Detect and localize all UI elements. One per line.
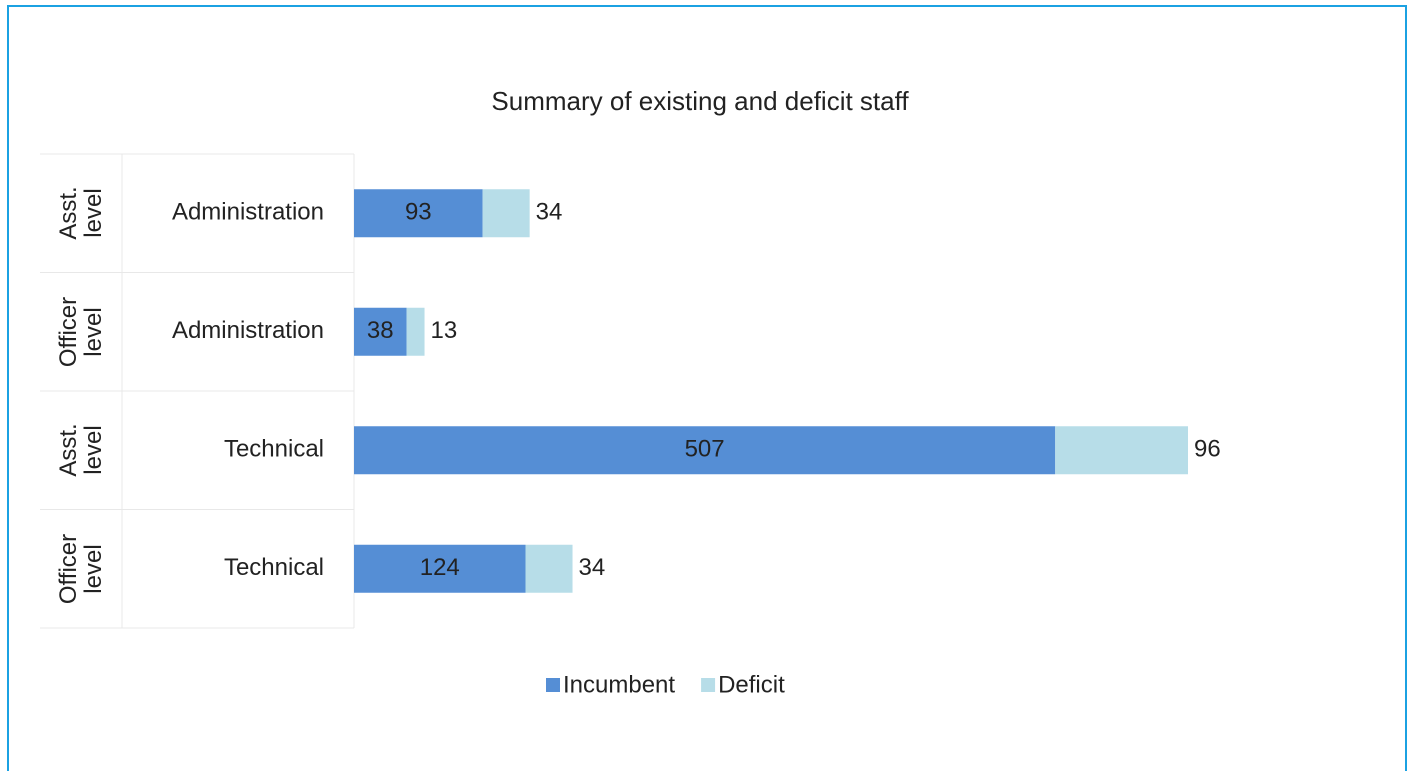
bar-segment bbox=[354, 189, 483, 238]
bar-segment bbox=[482, 189, 530, 238]
legend-swatch bbox=[546, 678, 560, 692]
category-label: Technical bbox=[224, 554, 324, 581]
legend-label: Incumbent bbox=[563, 671, 675, 698]
bar-segment bbox=[525, 544, 573, 593]
data-label: 13 bbox=[431, 317, 458, 344]
chart-frame bbox=[7, 5, 1407, 771]
group-label: Officer level bbox=[55, 533, 107, 604]
data-label: 34 bbox=[536, 199, 563, 226]
data-label: 96 bbox=[1194, 436, 1221, 463]
legend-label: Deficit bbox=[718, 671, 785, 698]
bar-segment bbox=[354, 544, 526, 593]
chart-title: Summary of existing and deficit staff bbox=[491, 86, 909, 116]
data-label: 38 bbox=[367, 317, 394, 344]
data-label: 124 bbox=[420, 554, 460, 581]
legend-swatch bbox=[701, 678, 716, 692]
group-label: Officer level bbox=[55, 296, 107, 367]
bar-segment bbox=[406, 307, 425, 356]
category-label: Technical bbox=[224, 436, 324, 463]
group-label: Asst. level bbox=[55, 423, 107, 477]
data-label: 34 bbox=[579, 554, 606, 581]
bar-segment bbox=[1055, 426, 1188, 475]
bar-segment bbox=[354, 307, 407, 356]
bar-segment bbox=[354, 426, 1056, 475]
category-label: Administration bbox=[172, 199, 324, 226]
group-label: Asst. level bbox=[55, 186, 107, 240]
category-label: Administration bbox=[172, 317, 324, 344]
data-label: 507 bbox=[685, 436, 725, 463]
data-label: 93 bbox=[405, 199, 432, 226]
